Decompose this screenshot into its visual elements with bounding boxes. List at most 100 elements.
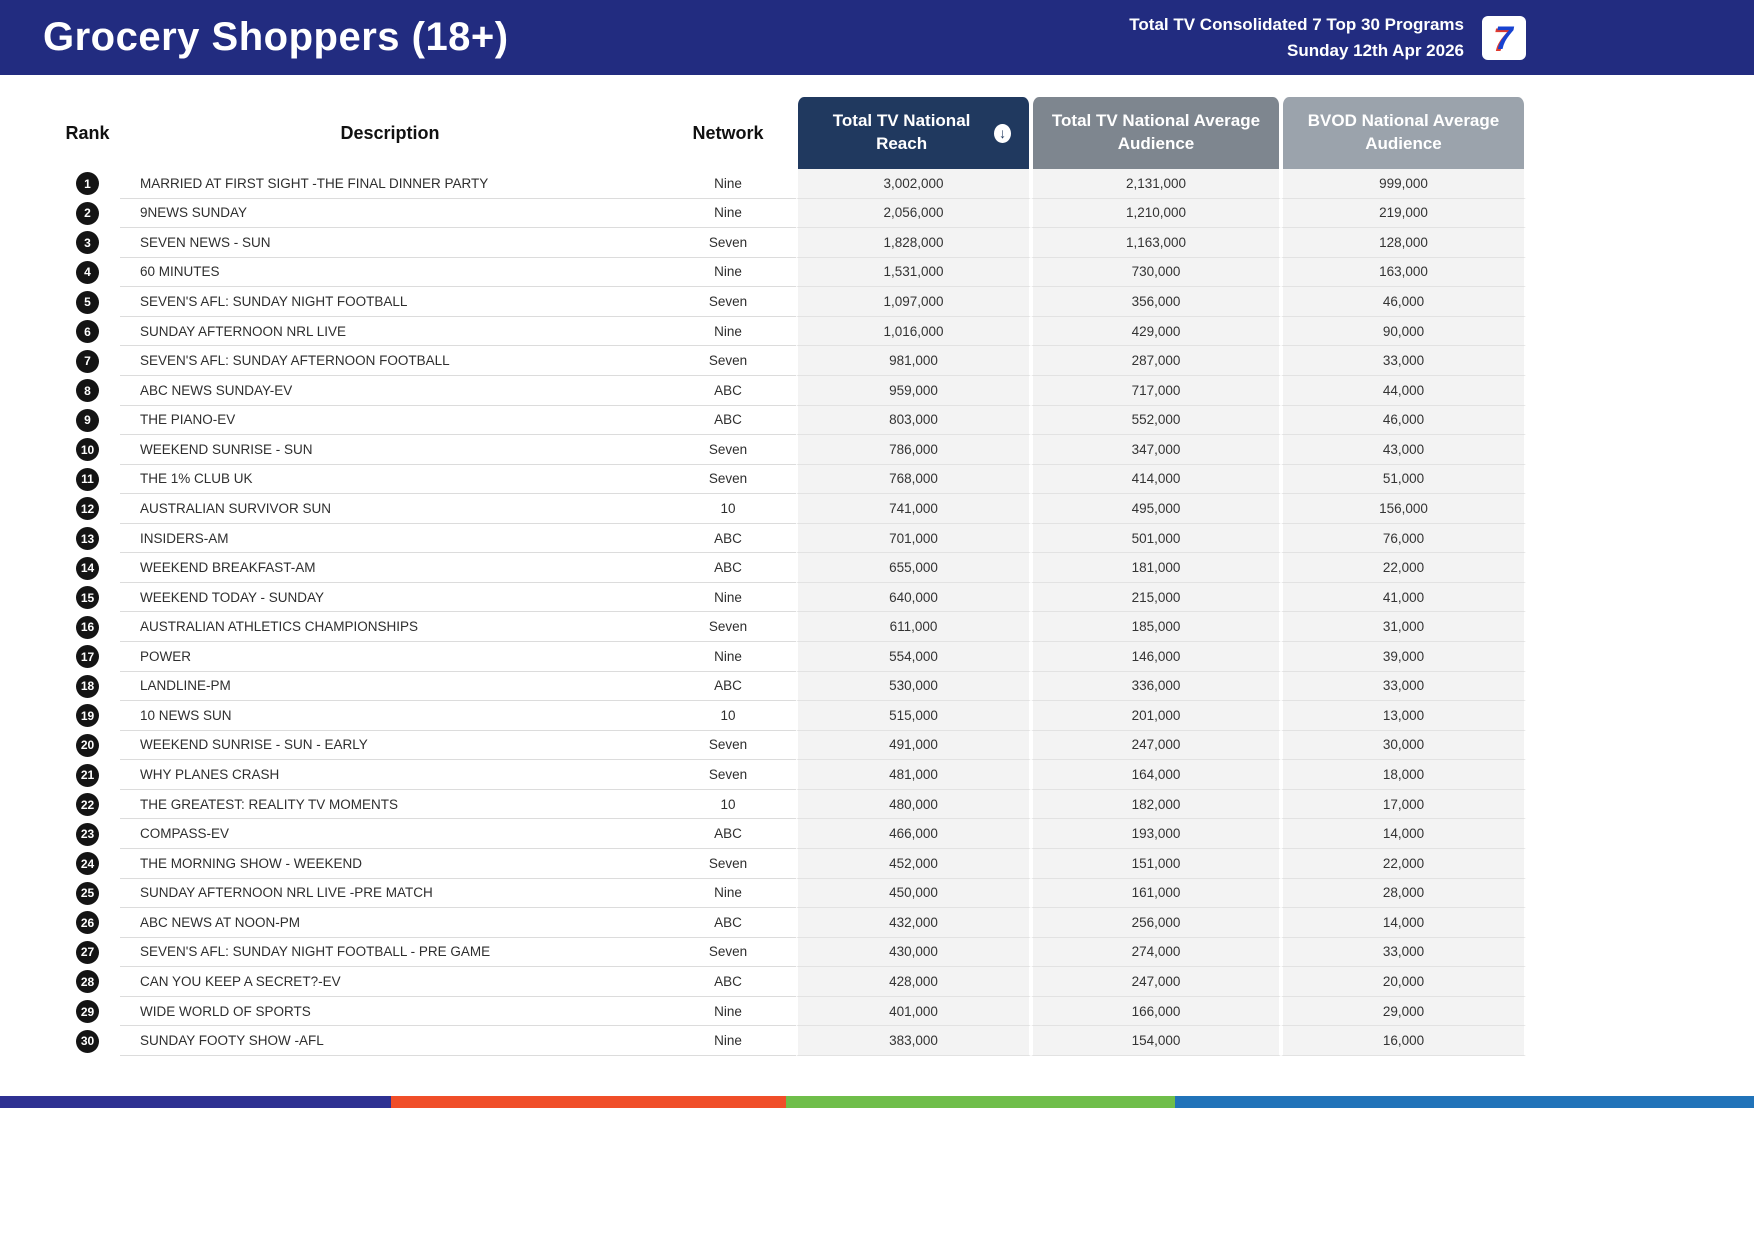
bvod-audience-value: 14,000 [1281, 908, 1526, 938]
table-body: 1 MARRIED AT FIRST SIGHT -THE FINAL DINN… [55, 169, 1526, 1056]
column-header-network: Network [692, 122, 764, 143]
program-network: Nine [660, 258, 796, 288]
program-description: POWER [120, 642, 660, 672]
total-tv-reach-value: 981,000 [796, 346, 1031, 376]
program-network: Seven [660, 849, 796, 879]
rank-badge: 8 [76, 379, 99, 403]
program-network: ABC [660, 967, 796, 997]
rank-cell: 19 [55, 701, 120, 731]
table-row: 17 POWER Nine 554,000 146,000 39,000 [55, 642, 1526, 672]
report-name: Total TV Consolidated 7 Top 30 Programs [1129, 14, 1464, 34]
program-description: SEVEN NEWS - SUN [120, 228, 660, 258]
table-row: 16 AUSTRALIAN ATHLETICS CHAMPIONSHIPS Se… [55, 612, 1526, 642]
rank-cell: 5 [55, 287, 120, 317]
rank-cell: 24 [55, 849, 120, 879]
program-network: Seven [660, 346, 796, 376]
bvod-audience-value: 17,000 [1281, 789, 1526, 820]
rank-cell: 25 [55, 879, 120, 909]
avg-audience-value: 1,210,000 [1031, 198, 1281, 229]
program-description: COMPASS-EV [120, 819, 660, 849]
total-tv-reach-value: 1,828,000 [796, 228, 1031, 258]
seven-network-logo: 7 [1482, 15, 1526, 60]
program-description: WIDE WORLD OF SPORTS [120, 997, 660, 1027]
bvod-audience-value: 22,000 [1281, 848, 1526, 879]
avg-audience-value: 730,000 [1031, 257, 1281, 288]
rank-cell: 15 [55, 583, 120, 613]
avg-audience-value: 215,000 [1031, 582, 1281, 613]
header-banner: Grocery Shoppers (18+) Total TV Consolid… [0, 0, 1754, 75]
total-tv-reach-value: 428,000 [796, 967, 1031, 997]
program-description: CAN YOU KEEP A SECRET?-EV [120, 967, 660, 997]
program-description: SUNDAY AFTERNOON NRL LIVE [120, 317, 660, 347]
bvod-audience-value: 51,000 [1281, 464, 1526, 495]
rank-cell: 1 [55, 169, 120, 199]
total-tv-reach-value: 741,000 [796, 494, 1031, 524]
bvod-audience-value: 29,000 [1281, 996, 1526, 1027]
avg-audience-value: 151,000 [1031, 848, 1281, 879]
program-description: SEVEN'S AFL: SUNDAY NIGHT FOOTBALL - PRE… [120, 938, 660, 968]
table-row: 20 WEEKEND SUNRISE - SUN - EARLY Seven 4… [55, 730, 1526, 761]
program-network: Nine [660, 1026, 796, 1056]
table-row: 25 SUNDAY AFTERNOON NRL LIVE -PRE MATCH … [55, 878, 1526, 909]
table-row: 8 ABC NEWS SUNDAY-EV ABC 959,000 717,000… [55, 375, 1526, 406]
total-tv-reach-value: 466,000 [796, 819, 1031, 849]
program-network: Seven [660, 731, 796, 761]
program-description: WEEKEND SUNRISE - SUN - EARLY [120, 731, 660, 761]
bvod-audience-value: 31,000 [1281, 612, 1526, 642]
avg-audience-value: 495,000 [1031, 494, 1281, 524]
program-description: WHY PLANES CRASH [120, 760, 660, 790]
table-row: 2 9NEWS SUNDAY Nine 2,056,000 1,210,000 … [55, 198, 1526, 229]
programs-table: Rank Description Network Total TV Nation… [55, 97, 1526, 1056]
program-description: 60 MINUTES [120, 258, 660, 288]
rank-badge: 26 [76, 911, 99, 935]
total-tv-reach-value: 803,000 [796, 405, 1031, 436]
avg-audience-value: 146,000 [1031, 642, 1281, 672]
table-row: 22 THE GREATEST: REALITY TV MOMENTS 10 4… [55, 789, 1526, 820]
program-description: MARRIED AT FIRST SIGHT -THE FINAL DINNER… [120, 169, 660, 199]
rank-badge: 4 [76, 260, 99, 284]
total-tv-reach-value: 1,097,000 [796, 287, 1031, 317]
program-description: WEEKEND TODAY - SUNDAY [120, 583, 660, 613]
rank-cell: 10 [55, 435, 120, 465]
avg-audience-value: 247,000 [1031, 730, 1281, 761]
table-row: 19 10 NEWS SUN 10 515,000 201,000 13,000 [55, 701, 1526, 731]
avg-audience-value: 193,000 [1031, 819, 1281, 849]
rank-badge: 13 [76, 527, 99, 551]
rank-cell: 6 [55, 317, 120, 347]
program-description: 10 NEWS SUN [120, 701, 660, 731]
rank-cell: 11 [55, 465, 120, 495]
total-tv-reach-value: 701,000 [796, 523, 1031, 554]
total-tv-reach-value: 3,002,000 [796, 169, 1031, 199]
rank-badge: 7 [76, 349, 99, 373]
avg-audience-value: 201,000 [1031, 701, 1281, 731]
table-row: 15 WEEKEND TODAY - SUNDAY Nine 640,000 2… [55, 582, 1526, 613]
rank-badge: 5 [76, 290, 99, 314]
table-row: 26 ABC NEWS AT NOON-PM ABC 432,000 256,0… [55, 908, 1526, 938]
bvod-audience-value: 33,000 [1281, 346, 1526, 376]
page-title: Grocery Shoppers (18+) [43, 15, 509, 59]
bvod-audience-value: 156,000 [1281, 494, 1526, 524]
program-network: ABC [660, 672, 796, 702]
column-header-total-tv-reach[interactable]: Total TV National Reach ↓ [796, 97, 1031, 169]
total-tv-reach-value: 768,000 [796, 464, 1031, 495]
rank-badge: 18 [76, 674, 99, 698]
rank-cell: 23 [55, 819, 120, 849]
bvod-audience-value: 999,000 [1281, 169, 1526, 199]
rank-badge: 3 [76, 231, 99, 255]
bvod-audience-value: 46,000 [1281, 405, 1526, 436]
program-network: Seven [660, 287, 796, 317]
sort-descending-icon[interactable]: ↓ [994, 123, 1011, 143]
total-tv-reach-value: 2,056,000 [796, 198, 1031, 229]
program-network: ABC [660, 524, 796, 554]
program-description: INSIDERS-AM [120, 524, 660, 554]
total-tv-reach-value: 959,000 [796, 375, 1031, 406]
rank-cell: 12 [55, 494, 120, 524]
program-description: THE PIANO-EV [120, 406, 660, 436]
avg-audience-value: 164,000 [1031, 760, 1281, 790]
program-network: ABC [660, 553, 796, 583]
table-row: 10 WEEKEND SUNRISE - SUN Seven 786,000 3… [55, 435, 1526, 465]
rank-badge: 30 [76, 1029, 99, 1053]
banner-right: Total TV Consolidated 7 Top 30 Programs … [1129, 12, 1526, 64]
program-network: ABC [660, 908, 796, 938]
program-network: Seven [660, 760, 796, 790]
